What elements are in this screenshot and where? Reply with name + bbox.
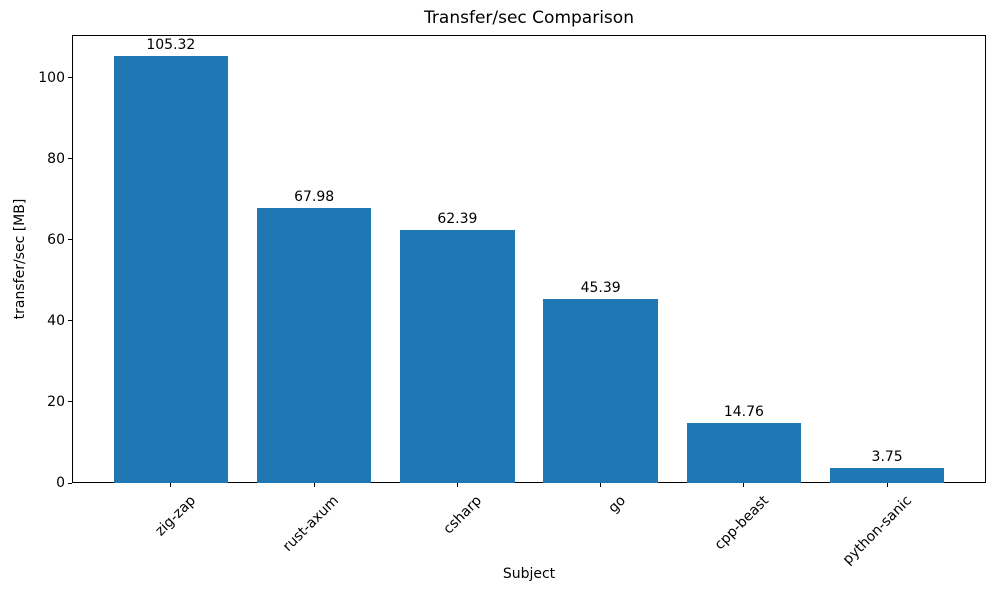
bar-value-label: 67.98 xyxy=(294,188,335,205)
chart-title: Transfer/sec Comparison xyxy=(424,8,634,28)
x-tick-mark xyxy=(743,483,745,487)
bar xyxy=(400,230,515,483)
y-tick-label: 100 xyxy=(38,69,65,86)
x-tick-mark xyxy=(886,483,888,487)
bar-value-label: 3.75 xyxy=(871,448,903,465)
bar-value-label: 105.32 xyxy=(146,37,196,54)
x-tick-mark xyxy=(170,483,172,487)
y-tick-label: 40 xyxy=(47,312,65,329)
y-tick-label: 20 xyxy=(47,393,65,410)
y-tick-mark xyxy=(68,482,72,484)
bar xyxy=(543,299,658,483)
x-tick-mark xyxy=(313,483,315,487)
x-tick-label: zig-zap xyxy=(152,492,199,540)
y-tick-mark xyxy=(68,77,72,79)
bar xyxy=(256,207,372,483)
y-tick-mark xyxy=(68,401,72,403)
y-tick-mark xyxy=(68,239,72,241)
y-tick-mark xyxy=(68,158,72,160)
x-axis-label: Subject xyxy=(502,566,556,582)
y-tick-label: 60 xyxy=(47,231,65,248)
bar xyxy=(686,423,802,483)
bar-value-label: 14.76 xyxy=(723,404,764,421)
bar xyxy=(113,56,229,483)
y-tick-label: 80 xyxy=(47,150,65,167)
bar xyxy=(829,467,945,483)
y-tick-mark xyxy=(68,320,72,322)
y-tick-label: 0 xyxy=(56,475,65,491)
x-tick-mark xyxy=(456,483,458,487)
x-tick-mark xyxy=(600,483,602,487)
bar-value-label: 62.39 xyxy=(437,211,478,228)
bar-value-label: 45.39 xyxy=(580,280,621,297)
